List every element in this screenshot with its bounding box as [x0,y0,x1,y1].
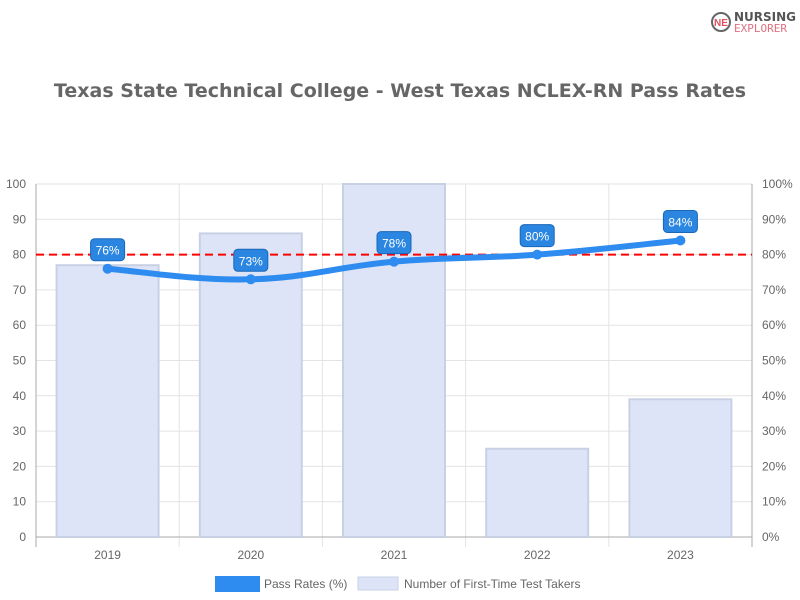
data-label: 80% [525,230,549,244]
bar [628,398,733,538]
data-label: 76% [96,244,120,258]
line-point [675,235,686,246]
legend-label-test-takers: Number of First-Time Test Takers [404,577,580,591]
y-left-tick-label: 20 [13,459,27,473]
y-left-tick-label: 60 [13,318,27,332]
logo-icon: NE [711,12,731,32]
x-tick-label: 2019 [94,548,121,562]
logo-line2: EXPLORER [734,22,787,35]
data-label-box [90,238,126,262]
y-left-tick-label: 10 [13,495,27,509]
y-left-tick-label: 80 [13,248,27,262]
x-tick-label: 2020 [237,548,264,562]
bar [485,447,590,538]
data-label: 78% [382,237,406,251]
legend-swatch-test-takers [357,576,399,591]
legend-swatch-pass-rates [215,576,260,592]
x-tick-label: 2022 [524,548,551,562]
y-right-tick-label: 20% [762,459,786,473]
y-left-tick-label: 90 [13,212,27,226]
data-label-box [233,248,269,272]
svg-text:NE: NE [714,18,728,29]
bar [198,232,303,538]
data-label-box [376,231,412,255]
line-point [245,274,256,285]
data-label: 73% [239,254,263,268]
y-right-tick-label: 60% [762,318,786,332]
logo-line1: NURSING [734,10,797,24]
bar [55,264,160,538]
chart-title: Texas State Technical College - West Tex… [53,80,747,102]
y-right-tick-label: 80% [762,248,786,262]
x-tick-label: 2021 [381,548,408,562]
logo: NE NURSING EXPLORER [710,8,797,36]
y-right-tick-label: 0% [762,530,780,544]
y-right-tick-label: 10% [762,495,786,509]
data-label: 84% [668,215,692,229]
y-right-tick-label: 50% [762,354,786,368]
y-left-tick-label: 100 [6,177,26,191]
legend-label-pass-rates: Pass Rates (%) [264,577,347,591]
y-right-tick-label: 30% [762,424,786,438]
y-left-tick-label: 30 [13,424,27,438]
y-right-tick-label: 90% [762,212,786,226]
y-left-tick-label: 70 [13,283,27,297]
data-label-box [662,209,698,233]
line-point [102,263,113,274]
y-left-tick-label: 50 [13,354,27,368]
line-point [532,249,543,260]
data-label-box [519,224,555,248]
line-point [389,256,399,267]
y-right-tick-label: 100% [762,177,793,191]
y-left-tick-label: 0 [19,530,26,544]
y-right-tick-label: 40% [762,389,786,403]
x-tick-label: 2023 [667,548,694,562]
y-right-tick-label: 70% [762,283,786,297]
y-left-tick-label: 40 [13,389,27,403]
